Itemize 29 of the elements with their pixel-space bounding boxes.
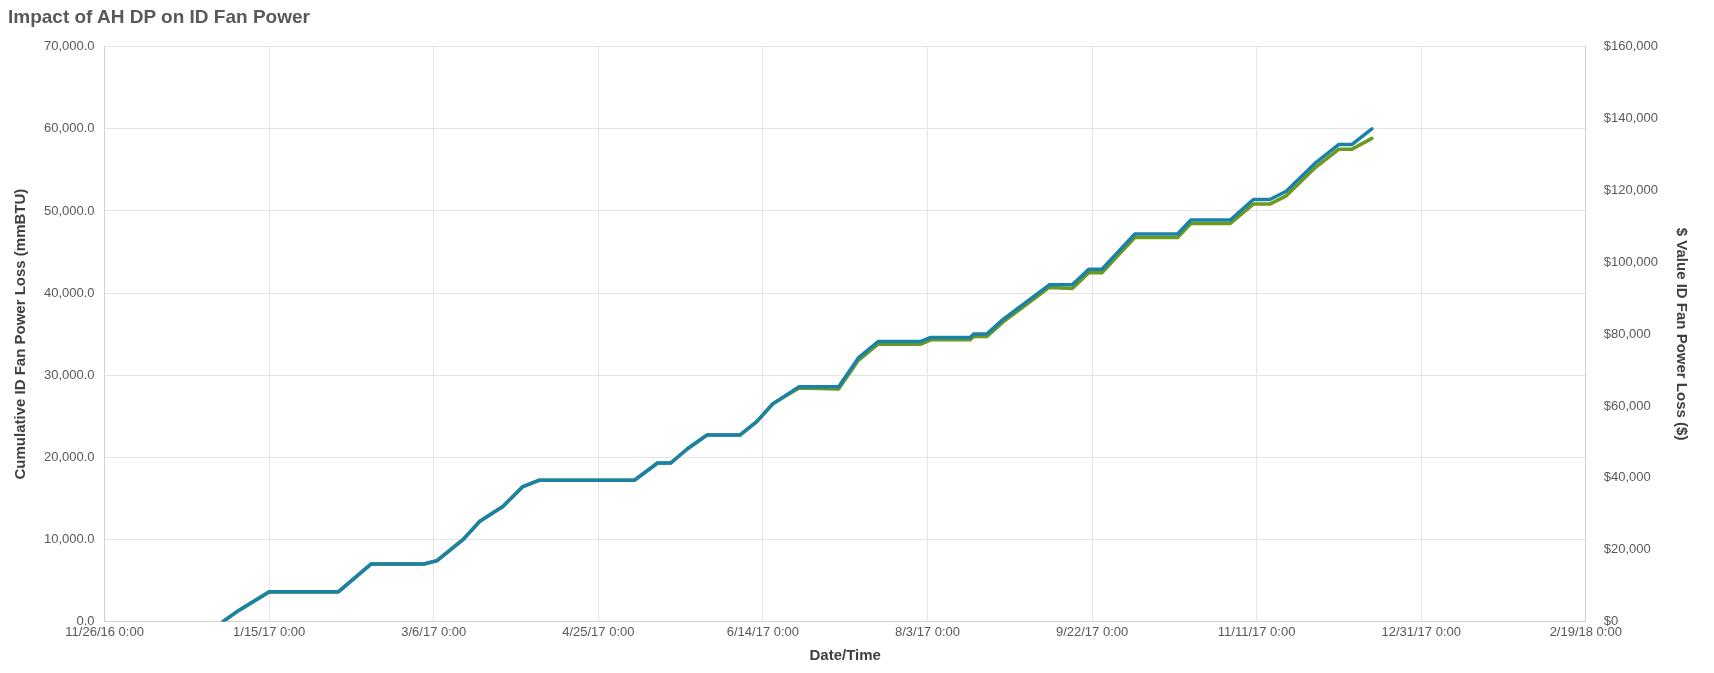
x-tick-label: 4/25/17 0:00 [562,623,635,639]
x-tick-label: 6/14/17 0:00 [726,623,800,639]
y2-tick-label: $160,000 [1603,38,1659,54]
y2-tick-label: $0 [1603,612,1619,628]
y-tick-label: 60,000.0 [43,120,95,136]
y-axis-title: Cumulative ID Fan Power Loss (mmBTU) [11,188,29,480]
y-tick-label: 10,000.0 [43,530,95,546]
y-tick-label: 20,000.0 [43,448,95,464]
x-tick-label: 12/31/17 0:00 [1381,623,1461,639]
y2-tick-label: $80,000 [1603,325,1651,341]
y2-axis-title: $ Value ID Fan Power Loss ($) [1673,227,1691,441]
y2-tick-label: $100,000 [1603,253,1659,269]
y-tick-label: 50,000.0 [43,202,95,218]
x-tick-label: 9/22/17 0:00 [1055,623,1129,639]
y2-tick-label: $140,000 [1603,110,1659,126]
x-tick-label: 3/6/17 0:00 [401,623,467,639]
y2-tick-label: $120,000 [1603,182,1659,198]
x-tick-label: 8/3/17 0:00 [894,623,961,639]
y-tick-label: 70,000.0 [43,38,95,54]
y-tick-label: 40,000.0 [43,284,95,300]
y-tick-label: 30,000.0 [43,366,95,382]
y-tick-label: 0.0 [76,612,95,628]
y2-tick-label: $40,000 [1603,469,1651,485]
y2-tick-label: $20,000 [1603,541,1651,557]
x-tick-label: 11/11/17 0:00 [1217,623,1296,639]
chart-title: Impact of AH DP on ID Fan Power [8,5,311,27]
x-axis-title: Date/Time [809,646,881,664]
x-tick-label: 1/15/17 0:00 [233,623,306,639]
y2-tick-label: $60,000 [1603,397,1651,413]
